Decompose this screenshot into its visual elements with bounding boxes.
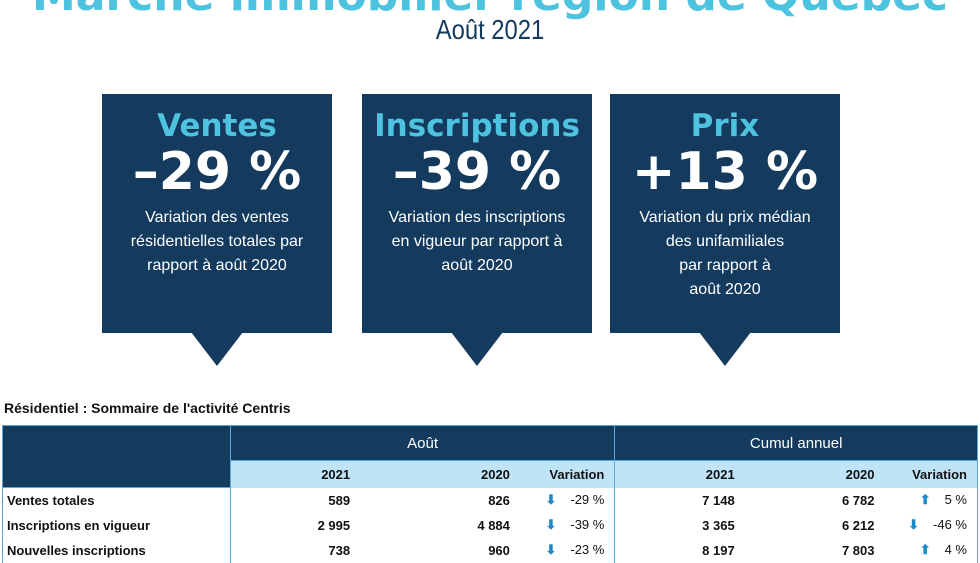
card-heading: Ventes [157,108,277,144]
table-title: Résidentiel : Sommaire de l'activité Cen… [4,400,291,416]
cell-aout-2020: 826 [488,492,510,508]
row-label: Nouvelles inscriptions [2,537,231,563]
arrow-up-icon: ⬆ [919,492,931,507]
cell-aout-2021: 589 [328,492,351,508]
cell-cumul-2020: 7 803 [841,542,875,558]
card-value: –29 % [132,142,302,202]
arrow-down-icon: ⬇ [908,517,920,532]
card-pointer [191,332,243,366]
summary-table: Août Cumul annuel 2021 2020 Variation 20… [2,425,978,563]
col-header: 2021 [614,460,745,488]
cell-aout-2021: 738 [328,542,351,558]
cell-cumul-2021: 7 148 [702,492,735,508]
table-row: Inscriptions en vigueur 2 995 4 884 ⬇ -39… [2,512,978,538]
card-prix: Prix +13 % Variation du prix médian des u… [610,94,840,333]
col-header: Variation [519,460,616,488]
card-pointer [699,332,751,366]
card-pointer [451,332,503,366]
card-description: Variation des ventes résidentielles total… [130,209,304,274]
col-header: 2020 [744,460,885,488]
row-label: Inscriptions en vigueur [2,512,231,538]
card-description: Variation des inscriptions en vigueur par… [388,209,566,274]
card-value: –39 % [392,142,562,202]
cell-cumul-variation: ⬆ 4 % [884,537,978,563]
page-subtitle: Août 2021 [435,14,545,45]
cell-aout-2021: 2 995 [317,517,351,533]
corner-cell [2,425,231,488]
arrow-down-icon: ⬇ [545,542,557,557]
cell-cumul-2020: 6 212 [841,517,875,533]
arrow-down-icon: ⬇ [545,517,557,532]
card-heading: Prix [690,108,760,144]
page-title: Marché immobilier région de Québec [0,0,980,21]
col-header: 2020 [360,460,520,488]
cell-aout-variation: ⬇ -39 % [519,512,616,538]
col-header: Variation [884,460,978,488]
arrow-down-icon: ⬇ [545,492,557,507]
cell-cumul-variation: ⬆ 5 % [884,487,978,513]
arrow-up-icon: ⬆ [919,542,931,557]
group-header-cumul: Cumul annuel [614,425,978,461]
card-description: Variation du prix médian des unifamiliale… [639,209,811,298]
card-value: +13 % [631,142,819,202]
cell-aout-2020: 960 [488,542,510,558]
cell-cumul-2021: 8 197 [702,542,735,558]
card-inscriptions: Inscriptions –39 % Variation des inscrip… [362,94,592,333]
row-label: Ventes totales [2,487,231,513]
card-ventes: Ventes –29 % Variation des ventes résiden… [102,94,332,333]
table-row: Nouvelles inscriptions 738 960 ⬇ -23 % 8 … [2,537,978,563]
cell-aout-variation: ⬇ -23 % [519,537,616,563]
card-heading: Inscriptions [374,108,580,144]
col-header: 2021 [229,460,361,488]
cell-cumul-2020: 6 782 [841,492,875,508]
table-row: Ventes totales 589 826 ⬇ -29 % 7 148 6 78… [2,487,978,513]
cell-cumul-variation: ⬇ -46 % [884,512,978,538]
cell-aout-2020: 4 884 [477,517,510,533]
group-header-aout: Août [229,425,616,461]
cell-cumul-2021: 3 365 [702,517,735,533]
cell-aout-variation: ⬇ -29 % [519,487,616,513]
